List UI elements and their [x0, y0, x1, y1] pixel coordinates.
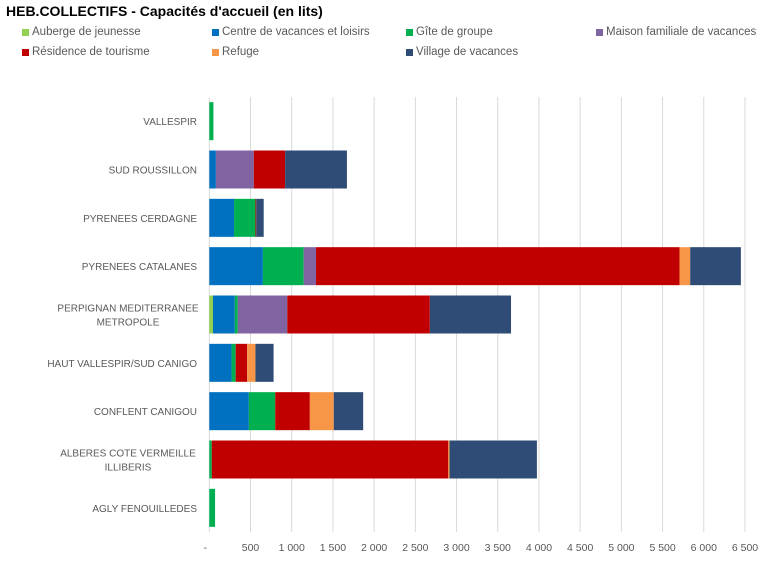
x-tick-label: 6 500 — [732, 542, 758, 554]
bar-segment — [275, 392, 310, 431]
bar-segment — [209, 343, 232, 382]
legend-item: Résidence de tourisme — [22, 46, 150, 58]
bar-segment — [253, 150, 286, 189]
legend-item: Refuge — [212, 46, 259, 58]
bar-segment — [209, 150, 216, 189]
x-tick-label: 2 500 — [402, 542, 428, 554]
bar-segment — [287, 295, 430, 334]
category-label: ALBERES COTE VERMEILLE ILLIBERIS — [60, 449, 196, 474]
bar-segment — [235, 343, 248, 382]
bar-segment — [256, 198, 264, 237]
legend-swatch — [406, 48, 413, 56]
bar-segment — [316, 247, 680, 286]
bar-segment — [211, 440, 449, 479]
bar-segment — [285, 150, 347, 189]
x-tick-label: 4 500 — [567, 542, 593, 554]
legend-label: Refuge — [222, 46, 260, 58]
bar-segment — [231, 343, 236, 382]
x-tick-label: 5 000 — [608, 542, 634, 554]
legend-label: Gîte de groupe — [416, 26, 493, 38]
legend-swatch — [406, 28, 413, 36]
legend-swatch — [596, 28, 603, 36]
bar-segment — [209, 488, 216, 527]
legend-swatch — [22, 48, 29, 56]
category-label: HAUT VALLESPIR/SUD CANIGO — [47, 359, 197, 370]
legend-swatch — [212, 28, 219, 36]
bar-segment — [690, 247, 741, 286]
bar-segment — [248, 392, 276, 431]
bar-segment — [247, 343, 256, 382]
category-label: CONFLENT CANIGOU — [94, 407, 197, 418]
legend-label: Résidence de tourisme — [32, 46, 150, 58]
legend-item: Auberge de jeunesse — [22, 26, 141, 38]
bar-segment — [309, 392, 334, 431]
bar-segment — [209, 295, 214, 334]
category-label: PYRENEES CATALANES — [82, 262, 198, 273]
bar-segment — [234, 295, 238, 334]
bar-segment — [449, 440, 537, 479]
legend-label: Auberge de jeunesse — [32, 26, 141, 38]
bar-segment — [209, 392, 249, 431]
x-tick-label: 4 000 — [526, 542, 552, 554]
bar-segment — [333, 392, 364, 431]
bar-segment — [209, 198, 235, 237]
bar-segment — [215, 150, 254, 189]
bar-segment — [209, 247, 263, 286]
bar-segment — [209, 440, 212, 479]
category-label: PERPIGNAN MEDITERRANEE METROPOLE — [57, 304, 198, 329]
bar-segment — [448, 440, 450, 479]
bar-segment — [213, 295, 235, 334]
legend-swatch — [22, 28, 29, 36]
legend-item: Gîte de groupe — [406, 26, 493, 38]
category-label: PYRENEES CERDAGNE — [83, 214, 197, 225]
x-tick-label: 5 500 — [649, 542, 675, 554]
x-tick-label: 1 500 — [320, 542, 346, 554]
x-tick-label: 1 000 — [279, 542, 305, 554]
x-tick-label: 6 000 — [691, 542, 717, 554]
x-tick-label: 3 000 — [443, 542, 469, 554]
legend-label: Maison familiale de vacances — [606, 26, 757, 38]
x-tick-label: 500 — [242, 542, 260, 554]
category-label: SUD ROUSSILLON — [109, 166, 197, 177]
chart-title: HEB.COLLECTIFS - Capacités d'accueil (en… — [6, 3, 323, 19]
x-tick-label: 2 000 — [361, 542, 387, 554]
legend-item: Centre de vacances et loisirs — [212, 26, 370, 38]
legend-label: Centre de vacances et loisirs — [222, 26, 370, 38]
bar-segment — [679, 247, 691, 286]
bar-segment — [255, 198, 257, 237]
legend-swatch — [212, 48, 219, 56]
category-label: AGLY FENOUILLEDES — [92, 504, 197, 515]
category-label: VALLESPIR — [143, 117, 197, 128]
bar-segment — [303, 247, 317, 286]
bar-segment — [429, 295, 512, 334]
bar-segment — [234, 198, 256, 237]
bar-segment — [262, 247, 304, 286]
legend-label: Village de vacances — [416, 46, 519, 58]
bar-segment — [237, 295, 288, 334]
legend-item: Maison familiale de vacances — [596, 26, 756, 38]
bar-segment — [255, 343, 274, 382]
bar-segment — [209, 102, 214, 141]
x-tick-label: - — [204, 542, 208, 554]
legend-item: Village de vacances — [406, 46, 518, 58]
x-tick-label: 3 500 — [485, 542, 511, 554]
